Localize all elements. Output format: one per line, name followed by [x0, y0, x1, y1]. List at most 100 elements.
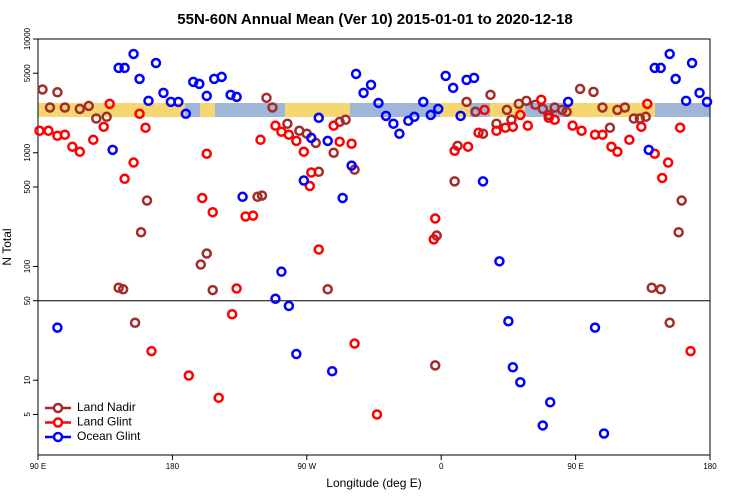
point	[337, 192, 348, 204]
legend-label: Land Nadir	[77, 400, 136, 414]
plot-frame	[37, 38, 711, 456]
point	[589, 322, 601, 333]
point	[470, 106, 481, 118]
point	[150, 57, 162, 69]
point	[624, 134, 635, 146]
point	[225, 89, 236, 101]
point	[313, 112, 324, 124]
point	[612, 146, 623, 158]
point	[522, 120, 534, 131]
point	[350, 68, 362, 80]
point	[574, 83, 586, 95]
point	[283, 129, 295, 140]
point	[128, 157, 139, 168]
point	[306, 132, 317, 144]
point	[479, 104, 490, 116]
point	[628, 113, 640, 124]
point	[322, 135, 333, 147]
point	[247, 210, 259, 221]
point	[455, 110, 466, 122]
point	[491, 125, 502, 137]
y-tick-label: 50	[23, 296, 32, 305]
point	[576, 125, 587, 137]
point	[373, 97, 384, 109]
point	[673, 226, 684, 238]
point	[664, 317, 675, 329]
point	[507, 361, 519, 373]
point	[394, 128, 405, 139]
point	[494, 256, 505, 267]
point	[537, 103, 548, 115]
point	[207, 284, 218, 296]
legend-marker	[52, 417, 64, 428]
x-tick-label: 90 W	[297, 462, 316, 471]
point	[282, 118, 293, 129]
point	[501, 104, 513, 116]
point	[440, 70, 451, 82]
point	[473, 127, 484, 138]
point	[428, 234, 439, 245]
point	[283, 300, 295, 312]
point	[83, 100, 95, 112]
point	[429, 360, 441, 371]
x-tick-label: 90 E	[567, 462, 583, 471]
point	[334, 136, 345, 147]
point	[346, 160, 357, 171]
point	[143, 95, 154, 107]
point	[313, 244, 324, 255]
point	[515, 109, 526, 121]
point	[521, 95, 532, 107]
point	[503, 315, 514, 327]
point	[326, 365, 338, 377]
point	[276, 266, 287, 277]
point	[201, 248, 212, 259]
point	[88, 134, 99, 146]
point	[597, 102, 608, 113]
y-tick-label: 500	[23, 180, 32, 194]
point	[543, 112, 554, 124]
point	[231, 283, 242, 294]
point	[134, 73, 145, 85]
point	[194, 78, 205, 90]
point	[255, 134, 266, 146]
point	[449, 145, 460, 157]
point	[598, 428, 610, 439]
point	[432, 103, 444, 115]
point	[119, 62, 130, 74]
point	[670, 73, 681, 85]
series	[34, 94, 696, 420]
point	[197, 192, 208, 204]
point	[146, 345, 157, 357]
point	[515, 376, 526, 388]
point	[507, 121, 519, 133]
point	[358, 87, 369, 99]
chart-title: 55N-60N Annual Mean (Ver 10) 2015-01-01 …	[177, 11, 572, 28]
point	[371, 409, 383, 420]
legend-marker	[52, 402, 64, 414]
point	[270, 120, 281, 131]
point	[135, 226, 147, 238]
point	[340, 114, 351, 125]
point	[141, 195, 153, 206]
y-tick-label: 10000	[23, 27, 32, 50]
point	[231, 91, 242, 103]
point	[642, 98, 653, 110]
series	[52, 48, 713, 439]
point	[74, 103, 86, 115]
point	[640, 111, 652, 123]
point	[183, 370, 195, 381]
point	[468, 72, 480, 84]
point	[604, 122, 616, 133]
point	[549, 114, 560, 125]
point	[588, 86, 599, 98]
point	[322, 284, 333, 295]
point	[180, 108, 192, 120]
point	[59, 129, 71, 140]
point	[655, 284, 666, 295]
point	[59, 102, 71, 113]
point	[537, 420, 548, 431]
point	[655, 62, 666, 74]
point	[674, 122, 686, 133]
y-tick-label: 5000	[23, 64, 32, 82]
point	[304, 180, 316, 192]
